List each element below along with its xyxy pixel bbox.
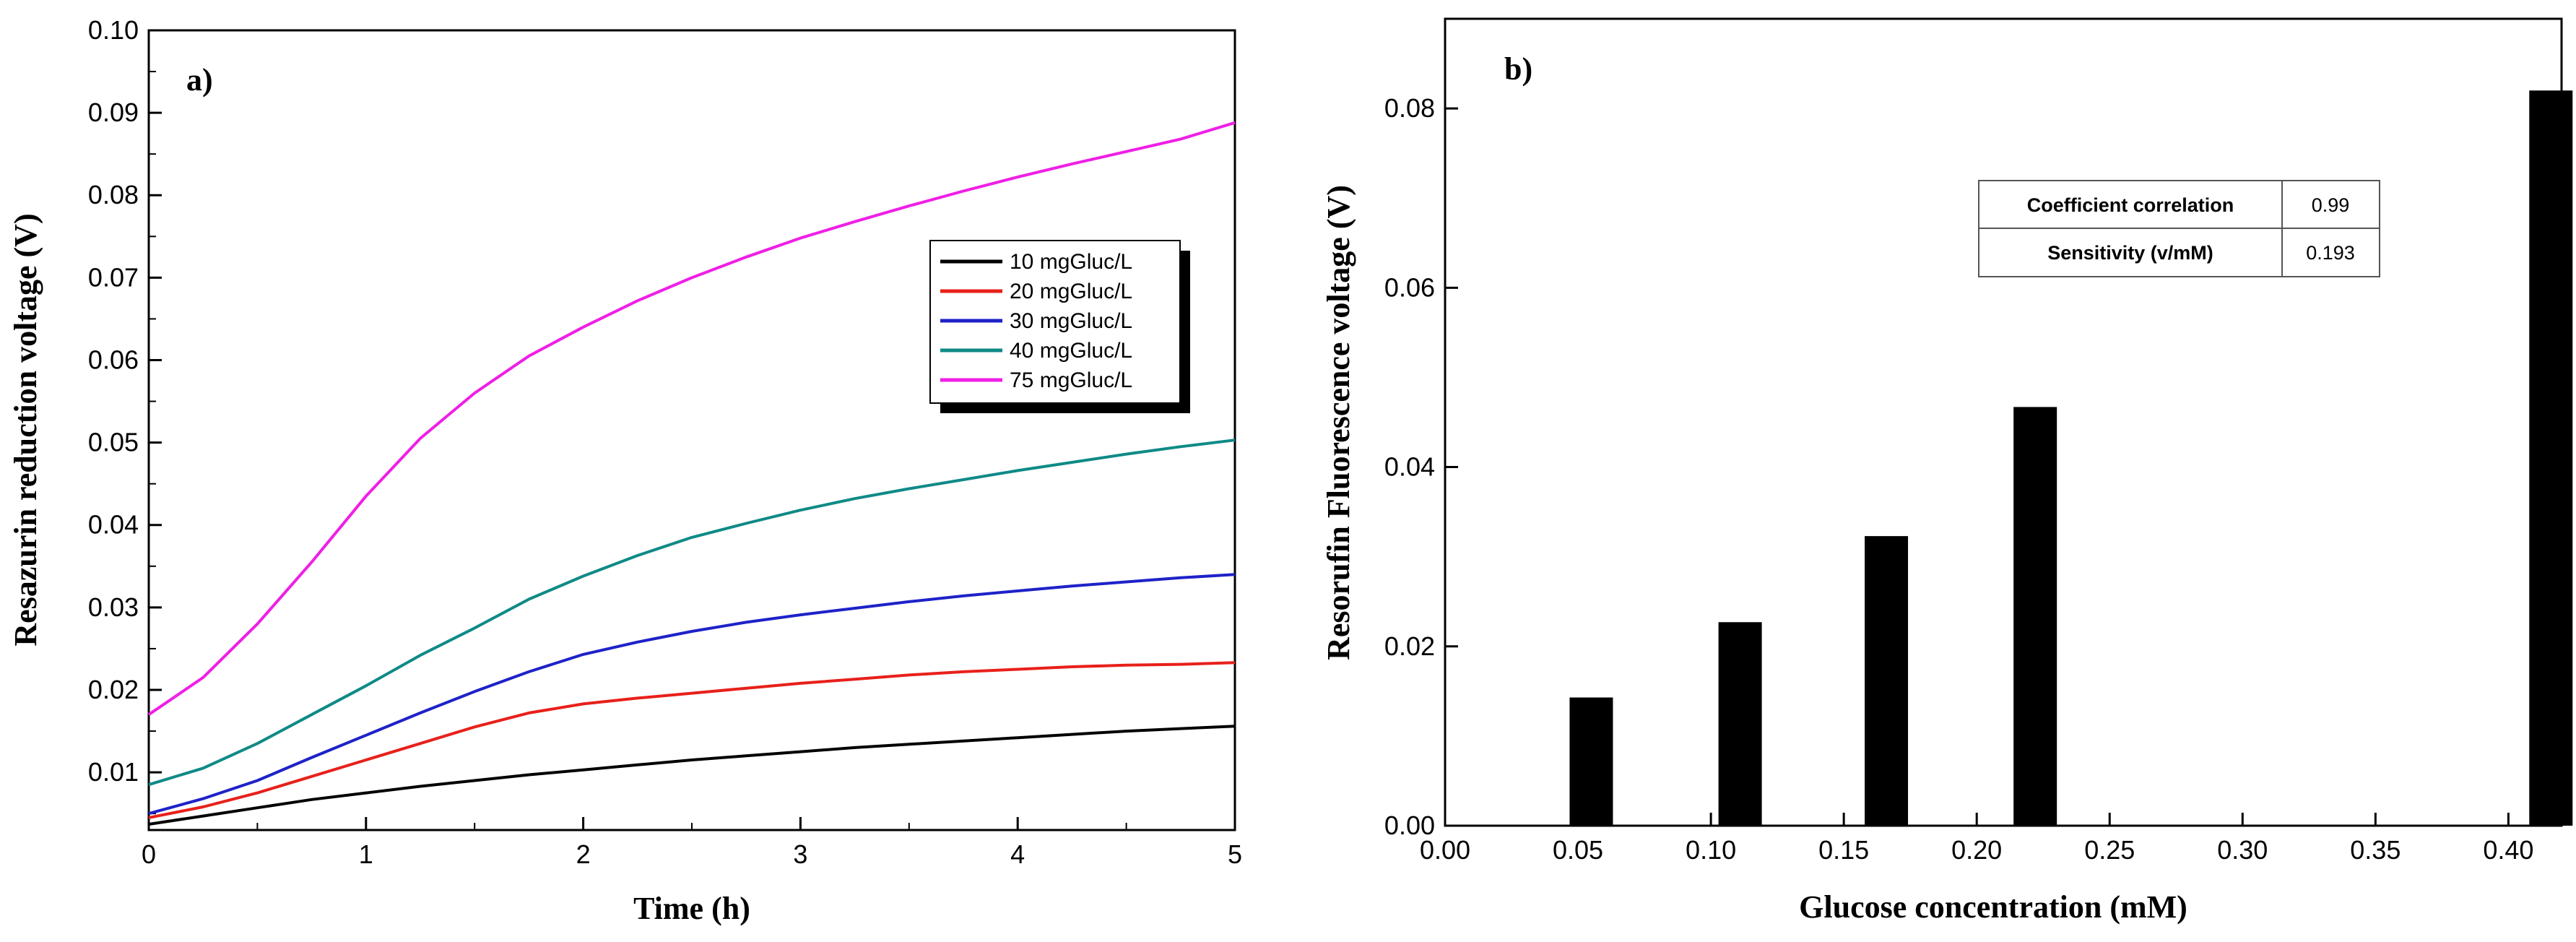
x-tick-label: 3 xyxy=(793,839,807,869)
panel-b-label: b) xyxy=(1504,51,1532,87)
x-tick-label: 1 xyxy=(359,839,373,869)
bar xyxy=(1569,697,1613,826)
x-tick-label: 0.40 xyxy=(2483,835,2533,865)
y-tick-label: 0.03 xyxy=(88,592,139,622)
panel-b-bars xyxy=(1569,90,2573,826)
x-tick-label: 4 xyxy=(1010,839,1025,869)
bar xyxy=(1718,622,1762,826)
x-tick-label: 5 xyxy=(1228,839,1242,869)
x-tick-label: 0.15 xyxy=(1818,835,1869,865)
stats-label-correlation: Coefficient correlation xyxy=(2027,194,2234,216)
panel-a-label: a) xyxy=(186,62,213,98)
x-tick-label: 0 xyxy=(142,839,156,869)
x-tick-label: 0.00 xyxy=(1420,835,1470,865)
y-tick-label: 0.02 xyxy=(1384,631,1435,661)
panel-b-bar-chart: 0.00 0.05 0.10 0.15 0.20 0.25 0.30 0.35 0.40 0.00… xyxy=(1321,17,2573,925)
series-line xyxy=(148,573,1236,816)
panel-b-ticks: 0.00 0.05 0.10 0.15 0.20 0.25 0.30 0.35 0.40 0.00… xyxy=(1384,93,2533,865)
y-tick-label: 0.06 xyxy=(88,345,139,374)
stats-value-sensitivity: 0.193 xyxy=(2306,242,2355,264)
legend-items: 10 mgGluc/L 20 mgGluc/L 30 mgGluc/L 40 mgGl… xyxy=(940,250,1132,392)
bar xyxy=(2529,90,2573,826)
y-tick-label: 0.00 xyxy=(1384,811,1435,840)
y-tick-label: 0.01 xyxy=(88,757,139,787)
x-tick-label: 0.25 xyxy=(2084,835,2135,865)
panel-a-legend: 10 mgGluc/L 20 mgGluc/L 30 mgGluc/L 40 mgGl… xyxy=(929,240,1190,413)
y-tick-label: 0.04 xyxy=(1384,452,1435,482)
series-line xyxy=(147,121,1236,716)
y-tick-label: 0.02 xyxy=(88,675,139,704)
panel-a-ticks: 0 1 2 3 4 5 0.01 0.02 0.03 0.04 0.05 0.06 0.07 0.08 0.… xyxy=(88,15,1242,869)
x-tick-label: 0.35 xyxy=(2350,835,2401,865)
y-tick-label: 0.10 xyxy=(88,15,139,45)
series-line xyxy=(148,725,1236,826)
legend-label: 75 mgGluc/L xyxy=(1010,368,1132,392)
legend-label: 10 mgGluc/L xyxy=(1010,250,1132,274)
panel-a-series-lines xyxy=(147,121,1236,826)
panel-b-y-axis-title: Resorufin Fluorescence voltage (V) xyxy=(1321,185,1356,660)
x-tick-label: 2 xyxy=(576,839,591,869)
y-tick-label: 0.08 xyxy=(1384,93,1435,123)
y-tick-label: 0.09 xyxy=(88,98,139,127)
y-tick-label: 0.07 xyxy=(88,262,139,292)
panel-b-x-axis-title: Glucose concentration (mM) xyxy=(1799,889,2187,925)
x-tick-label: 0.20 xyxy=(1951,835,2002,865)
series-line xyxy=(148,438,1236,787)
panel-a-plot-frame xyxy=(147,29,1236,831)
x-tick-label: 0.05 xyxy=(1553,835,1603,865)
y-tick-label: 0.08 xyxy=(88,180,139,209)
y-tick-label: 0.05 xyxy=(88,428,139,457)
bar xyxy=(1865,536,1909,826)
stats-value-correlation: 0.99 xyxy=(2312,194,2350,216)
panel-a-x-axis-title: Time (h) xyxy=(633,891,750,926)
y-tick-label: 0.06 xyxy=(1384,272,1435,302)
series-line xyxy=(148,661,1236,819)
stats-table: Coefficient correlation 0.99 Sensitivity… xyxy=(1978,180,2380,277)
panel-a-y-axis-title: Resazurin reduction voltage (V) xyxy=(8,213,43,646)
legend-label: 20 mgGluc/L xyxy=(1010,280,1132,303)
bar xyxy=(2013,407,2057,826)
legend-label: 30 mgGluc/L xyxy=(1010,309,1132,333)
legend-label: 40 mgGluc/L xyxy=(1010,339,1132,363)
x-tick-label: 0.30 xyxy=(2217,835,2268,865)
panel-a-line-chart: 0 1 2 3 4 5 0.01 0.02 0.03 0.04 0.05 0.06 0.07 0.08 0.… xyxy=(8,15,1242,926)
y-tick-label: 0.04 xyxy=(88,510,139,540)
stats-label-sensitivity: Sensitivity (v/mM) xyxy=(2047,242,2213,264)
x-tick-label: 0.10 xyxy=(1686,835,1736,865)
